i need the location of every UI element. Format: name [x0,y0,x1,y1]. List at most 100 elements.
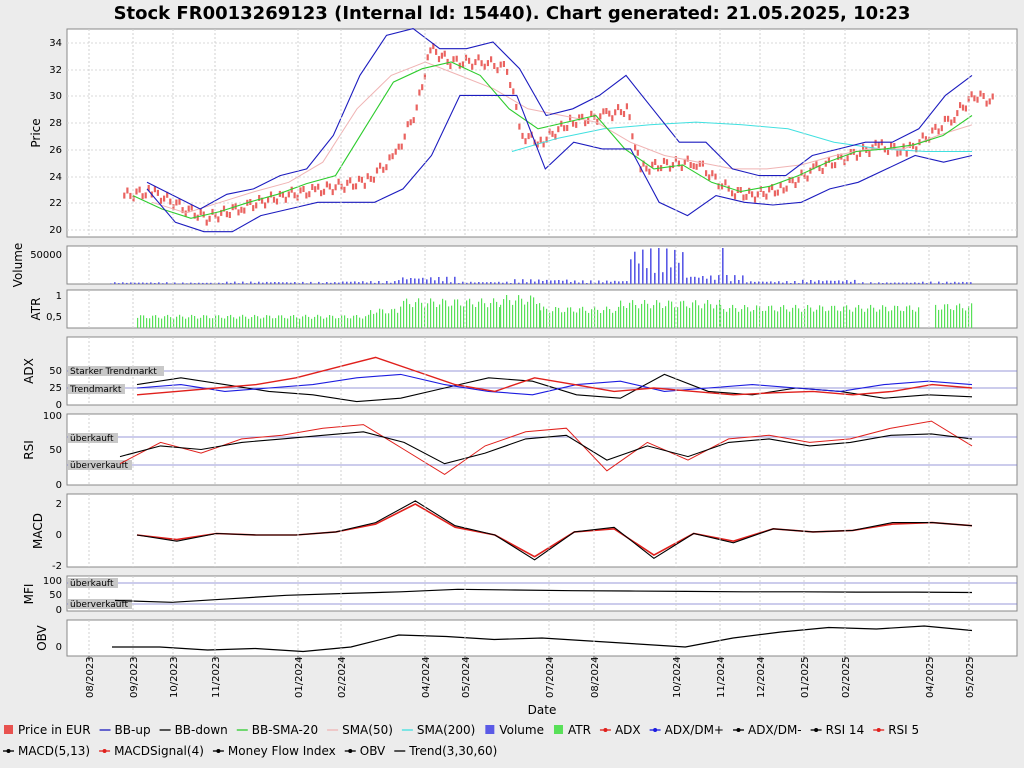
atr-bar [704,303,706,328]
price-candle [217,216,220,223]
volume-bar [554,280,556,284]
atr-bar [263,317,265,328]
atr-bar [594,306,596,328]
volume-bar [754,281,756,284]
atr-bar [656,300,658,328]
atr-bar [215,315,217,328]
price-candle [452,56,455,63]
x-tick-label: 09/2023 [129,656,140,698]
atr-bar [403,300,405,328]
price-candle [830,162,834,169]
price-candle [184,210,187,217]
sma200-line [511,121,972,152]
price-candle [651,161,654,168]
atr-bar [436,307,438,328]
atr-bar [233,317,235,328]
atr-bar [909,305,911,328]
price-candle [363,182,366,189]
volume-bar [230,282,232,284]
atr-bar [795,304,797,328]
price-candle [372,176,375,183]
volume-bar [702,276,704,284]
price-candle [788,177,791,183]
price-candle [354,183,358,190]
atr-bar [701,308,703,328]
atr-bar [792,307,794,328]
volume-bar [458,283,460,284]
atr-bar [332,315,334,328]
volume-bar [262,282,264,284]
volume-bar [514,279,516,284]
volume-bar [714,279,716,284]
price-candle [284,196,287,203]
adx-line [136,356,973,396]
price-candle [331,189,334,196]
volume-bar [306,283,308,284]
volume-tick: 50000 [30,250,62,261]
volume-bar [926,283,928,284]
atr-bar [653,305,655,328]
atr-bar [251,317,253,328]
rsi-under-label: überverkauft [70,461,129,471]
macd-lines [136,500,973,561]
price-candle [228,212,231,218]
x-axis-label: Date [528,703,557,717]
atr-bar [555,307,557,328]
volume-bar [890,282,892,284]
volume-bar [794,281,796,284]
atr-bar [397,312,399,328]
price-candle [153,186,156,193]
price-candle [748,187,751,194]
macd-tick: -2 [52,561,62,572]
volume-bar [614,280,616,284]
volume-bar [494,282,496,284]
atr-bar [582,306,584,328]
volume-bar [618,281,620,284]
price-candle [415,104,418,111]
price-candle [818,165,821,172]
price-candle [812,163,815,170]
price-candle [611,115,614,122]
atr-bar [218,315,220,328]
atr-bar [427,303,429,328]
atr-bar [710,304,712,328]
atr-bar [950,309,952,328]
atr-bar [536,304,538,328]
price-candle [905,150,908,157]
price-candle [159,197,163,204]
atr-bar [941,309,943,328]
price-candle [202,211,205,218]
volume-bar [738,280,740,284]
volume-bar [222,283,224,284]
volume-bar [510,283,512,284]
atr-bar [167,314,169,328]
price-candle [593,113,596,120]
atr-bar [200,317,202,328]
atr-bar [439,304,441,328]
price-candle [924,136,927,143]
volume-bar [290,282,292,284]
volume-bar [762,281,764,284]
atr-bar [615,310,617,328]
atr-bar [644,300,646,328]
legend-label: Volume [499,723,544,737]
atr-bar [173,318,175,328]
price-tick: 24 [49,172,62,183]
volume-bar [114,282,116,284]
volume-bar [790,283,792,284]
volume-bar [802,279,804,284]
atr-bar [573,311,575,328]
volume-bar [502,282,504,284]
obv-tick: 0 [56,642,62,653]
price-lines [132,28,973,233]
atr-bar [822,306,824,328]
price-candle [636,149,639,156]
volume-bar [318,281,320,284]
atr-bar [855,307,857,328]
atr-bar [466,300,468,328]
atr-bar [831,305,833,328]
atr-bar [347,318,349,328]
atr-bar [320,316,322,328]
atr-bar [194,316,196,328]
legend-marker [603,728,608,732]
